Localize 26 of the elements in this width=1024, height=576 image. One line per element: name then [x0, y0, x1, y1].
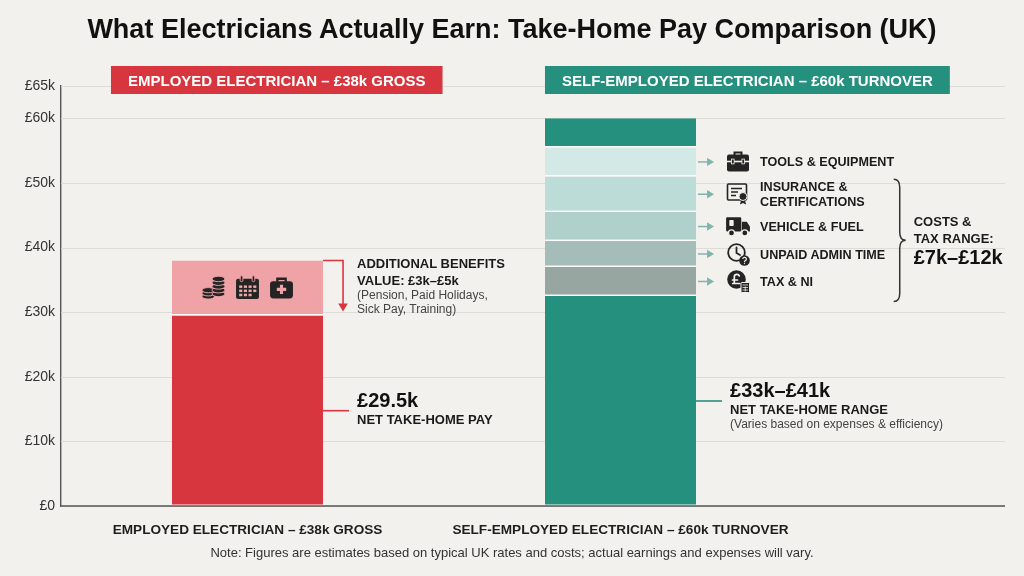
annotation: £33k–£41k	[730, 379, 832, 401]
y-tick-label: £10k	[24, 432, 56, 449]
annotation: ADDITIONAL BENEFITS VALUE: £3k–£5k	[357, 256, 506, 289]
annotation: £7k–£12k	[913, 245, 1004, 268]
text: TAX & NI	[760, 274, 813, 289]
text: INSURANCE & CERTIFICATIONS	[760, 180, 865, 210]
y-tick-label: £0	[39, 496, 56, 513]
text: Note: Figures are estimates based on typical UK rates and costs; actual earnings and expenses will vary.	[210, 545, 814, 560]
y-tick-label: £30k	[24, 303, 56, 320]
annotation: NET TAKE-HOME PAY	[357, 411, 493, 427]
y-tick-label: £60k	[24, 109, 56, 126]
annotation: NET TAKE-HOME RANGE	[730, 402, 889, 417]
category-label: SELF-EMPLOYED ELECTRICIAN – £60k TURNOVER	[452, 521, 789, 537]
category-label: EMPLOYED ELECTRICIAN – £38k GROSS	[112, 521, 383, 537]
annotation: COSTS & TAX RANGE:	[913, 213, 994, 246]
annotation: (Varies based on expenses & efficiency)	[730, 417, 944, 431]
text: TOOLS & EQUIPMENT	[760, 155, 895, 170]
y-tick-label: £20k	[24, 367, 56, 384]
text: UNPAID ADMIN TIME	[760, 247, 886, 262]
y-tick-label: £65k	[24, 76, 56, 93]
text: VEHICLE & FUEL	[760, 220, 864, 235]
y-tick-label: £50k	[24, 173, 56, 190]
chart-title: What Electricians Actually Earn: Take-Home Pay Comparison (UK)	[87, 14, 937, 44]
annotation: (Pension, Paid Holidays, Sick Pay, Training)	[357, 288, 488, 317]
y-tick-label: £40k	[24, 238, 56, 255]
annotation: £29.5k	[357, 388, 420, 411]
